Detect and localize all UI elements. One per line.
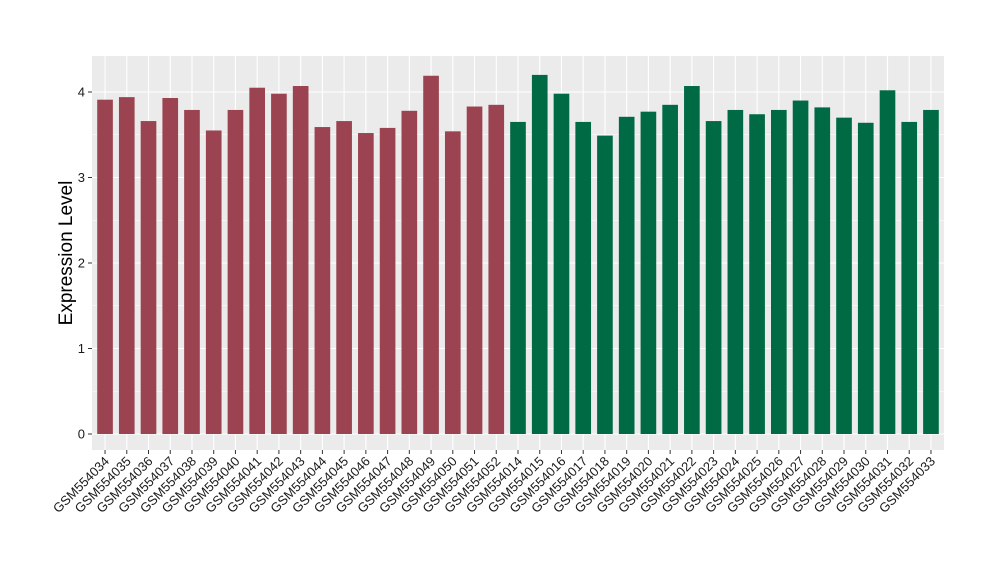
y-tick-label: 1 [78, 341, 85, 356]
bar-GSM554019 [618, 116, 635, 435]
bar-GSM554042 [271, 93, 287, 435]
bar-GSM554045 [336, 121, 352, 434]
bar-GSM554014 [510, 121, 526, 435]
bar-GSM554051 [466, 106, 483, 434]
bar-GSM554033 [923, 109, 939, 434]
bar-GSM554043 [292, 86, 309, 434]
bar-GSM554015 [531, 74, 548, 435]
bar-GSM554028 [814, 107, 831, 434]
bar-GSM554032 [901, 121, 918, 435]
bar-GSM554020 [640, 111, 657, 434]
bar-GSM554037 [162, 97, 179, 435]
bar-GSM554027 [792, 100, 809, 435]
bar-GSM554047 [379, 127, 396, 434]
bar-GSM554022 [684, 86, 700, 434]
bar-GSM554041 [249, 87, 266, 434]
y-tick-label: 0 [78, 427, 85, 442]
bar-GSM554034 [97, 99, 113, 434]
bar-GSM554044 [314, 127, 331, 435]
bar-GSM554038 [184, 109, 200, 434]
bar-GSM554025 [749, 114, 765, 434]
bar-GSM554046 [358, 133, 374, 435]
y-tick-label: 4 [78, 85, 85, 100]
bar-GSM554026 [770, 109, 787, 434]
bar-GSM554039 [205, 130, 222, 434]
bar-GSM554040 [227, 109, 244, 434]
bar-GSM554031 [879, 90, 896, 434]
bar-GSM554036 [140, 121, 157, 434]
x-axis: GSM554034GSM554035GSM554036GSM554037GSM5… [50, 450, 938, 516]
y-tick-label: 2 [78, 256, 85, 271]
bar-GSM554017 [575, 121, 592, 435]
bar-GSM554052 [488, 104, 505, 434]
bar-GSM554021 [662, 104, 678, 434]
bar-GSM554030 [857, 122, 874, 434]
bar-GSM554048 [401, 110, 418, 434]
bar-GSM554049 [423, 75, 439, 434]
bar-GSM554024 [727, 109, 744, 434]
bar-GSM554029 [836, 117, 852, 435]
bar-GSM554023 [705, 121, 722, 434]
y-tick-label: 3 [78, 170, 85, 185]
bar-GSM554016 [553, 93, 570, 435]
y-axis-title: Expression Level [56, 181, 77, 326]
y-axis: 0 1 2 3 4 [78, 85, 92, 442]
bar-GSM554035 [118, 97, 135, 434]
bars [97, 74, 939, 435]
bar-GSM554050 [444, 131, 461, 434]
bar-GSM554018 [597, 135, 613, 435]
